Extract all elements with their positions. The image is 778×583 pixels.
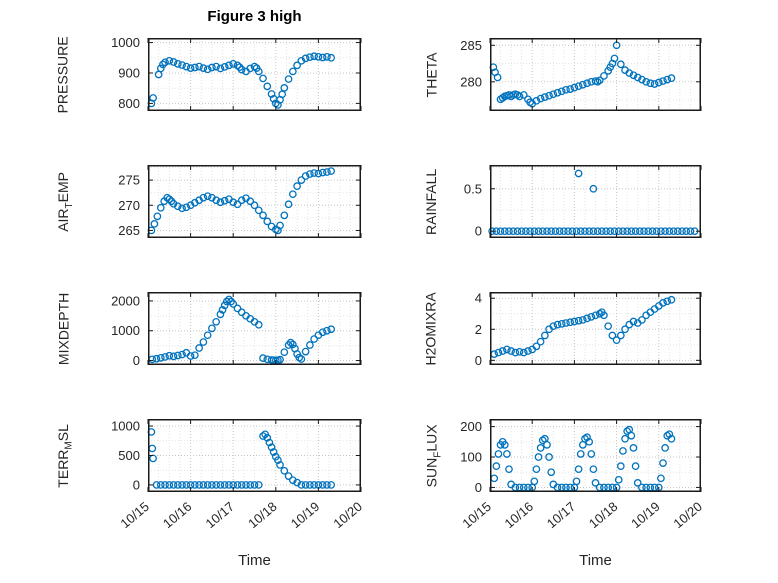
svg-text:10/19: 10/19 (628, 499, 663, 531)
y-axis-label-h2omixra: H2OMIXRA (420, 292, 446, 365)
ylabel-post: LUX (423, 424, 440, 452)
ylabel-text: SUNFLUX (423, 424, 443, 487)
subplot-terrmsl: 0 500 1000 10/15 10/16 10/17 10/18 10/19 10/20 (111, 419, 365, 532)
svg-text:500: 500 (118, 448, 140, 463)
figure-title: Figure 3 high (207, 8, 302, 25)
svg-text:100: 100 (460, 450, 482, 465)
svg-text:10/17: 10/17 (203, 499, 238, 531)
subplot-theta: 280 285 (460, 38, 702, 111)
ylabel-post: SL (55, 423, 72, 441)
plot-canvas-sunflux: 0 100 200 10/15 10/16 10/17 10/18 10/19 10/20 (459, 419, 705, 531)
ylabel-sub: T (63, 201, 75, 209)
svg-text:0.5: 0.5 (464, 181, 482, 196)
svg-text:4: 4 (475, 291, 482, 306)
y-axis-label-airtemp: AIRTEMP (52, 165, 78, 238)
svg-text:10/18: 10/18 (586, 499, 621, 531)
svg-text:2000: 2000 (111, 293, 140, 308)
svg-text:2: 2 (475, 322, 482, 337)
svg-text:10/20: 10/20 (670, 499, 705, 531)
svg-text:0: 0 (475, 480, 482, 495)
svg-text:275: 275 (118, 173, 140, 188)
y-axis-label-pressure: PRESSURE (52, 36, 78, 113)
subplot-h2omixra: 0 2 4 (475, 291, 702, 368)
svg-text:900: 900 (118, 65, 140, 80)
svg-text:1000: 1000 (111, 323, 140, 338)
y-axis-label-mixdepth: MIXDEPTH (52, 292, 78, 365)
plot-canvas-rainfall: 00.5 (464, 165, 702, 239)
svg-text:0: 0 (475, 353, 482, 368)
svg-text:1000: 1000 (111, 35, 140, 50)
ylabel-pre: AIR (55, 208, 72, 232)
subplot-mixdepth: 0 1000 2000 (111, 292, 362, 368)
ylabel-pre: RAINFALL (423, 168, 440, 235)
svg-text:1000: 1000 (111, 419, 140, 434)
subplot-sunflux: 0 100 200 10/15 10/16 10/17 10/18 10/19 10/20 (459, 419, 705, 531)
svg-text:10/17: 10/17 (544, 499, 579, 531)
svg-text:285: 285 (460, 38, 482, 53)
plot-canvas-h2omixra: 0 2 4 (475, 291, 702, 368)
ylabel-pre: SUN (423, 457, 440, 487)
x-axis-label-right: Time (579, 552, 612, 569)
svg-text:10/18: 10/18 (245, 499, 280, 531)
ylabel-pre: THETA (423, 52, 440, 97)
svg-text:10/20: 10/20 (330, 499, 365, 531)
svg-text:10/16: 10/16 (160, 499, 195, 531)
plot-canvas-mixdepth: 0 1000 2000 (111, 292, 362, 368)
svg-text:280: 280 (460, 74, 482, 89)
ylabel-pre: H2OMIXRA (423, 291, 440, 366)
subplot-pressure: 800 900 1000 (111, 35, 362, 111)
svg-text:10/19: 10/19 (288, 499, 323, 531)
ylabel-post: EMP (55, 171, 72, 202)
svg-text:10/15: 10/15 (117, 499, 152, 531)
ylabel-pre: PRESSURE (55, 35, 72, 114)
svg-text:10/16: 10/16 (502, 499, 537, 531)
y-axis-label-theta: THETA (420, 38, 446, 111)
plot-canvas-airtemp: 265 270 275 (118, 165, 362, 238)
y-axis-label-terrmsl: TERRMSL (52, 419, 78, 492)
plot-canvas-theta: 280 285 (460, 38, 702, 111)
ylabel-sub: M (63, 440, 75, 450)
svg-text:265: 265 (118, 223, 140, 238)
ylabel-text: THETA (423, 52, 443, 97)
svg-text:800: 800 (118, 96, 140, 111)
svg-text:0: 0 (475, 224, 482, 239)
plot-canvas-pressure: 800 900 1000 (111, 35, 362, 111)
ylabel-text: PRESSURE (55, 36, 75, 113)
svg-text:10/15: 10/15 (459, 499, 494, 531)
x-axis-label-left: Time (238, 552, 271, 569)
y-axis-label-sunflux: SUNFLUX (420, 419, 446, 492)
ylabel-text: RAINFALL (423, 168, 443, 234)
y-axis-label-rainfall: RAINFALL (420, 165, 446, 238)
subplot-rainfall: 0 0.5 (464, 165, 702, 239)
svg-text:0: 0 (133, 477, 140, 492)
svg-text:200: 200 (460, 419, 482, 434)
plot-canvas-terrmsl: 0 500 1000 10/15 10/16 10/17 10/18 10/19 10/20 (111, 419, 365, 532)
ylabel-pre: TERR (55, 449, 72, 488)
ylabel-text: H2OMIXRA (423, 292, 443, 365)
ylabel-text: TERRMSL (55, 424, 75, 488)
ylabel-pre: MIXDEPTH (55, 292, 72, 365)
ylabel-sub: F (431, 451, 443, 458)
ylabel-text: AIRTEMP (55, 172, 75, 232)
svg-text:270: 270 (118, 198, 140, 213)
svg-text:0: 0 (133, 353, 140, 368)
ylabel-text: MIXDEPTH (55, 292, 75, 364)
subplot-airtemp: 265 270 275 (118, 165, 362, 238)
